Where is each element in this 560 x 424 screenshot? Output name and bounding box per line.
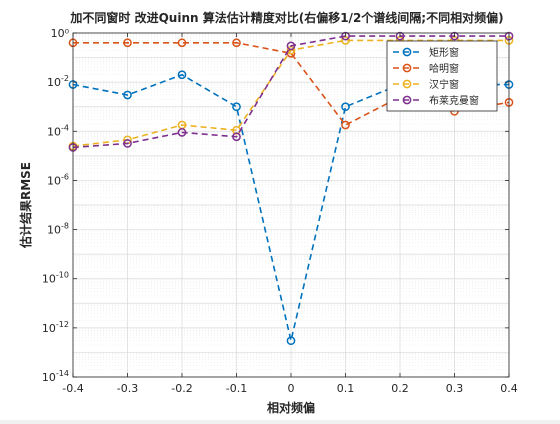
x-axis-label: 相对频偏 — [267, 400, 315, 415]
chart-title: 加不同窗时 改进Quinn 算法估计精度对比(右偏移1/2个谱线间隔;不同相对频… — [69, 10, 503, 25]
data-point — [450, 31, 459, 41]
y-tick-label: 10⁰ — [51, 27, 70, 40]
legend-entry-label: 哈明窗 — [429, 62, 459, 75]
data-point — [123, 38, 132, 48]
data-point — [286, 336, 296, 346]
data-point — [123, 90, 132, 100]
legend-swatch-marker — [402, 95, 412, 105]
data-point — [341, 102, 350, 112]
data-point — [177, 38, 187, 48]
y-axis-label: 估计结果RMSE — [18, 162, 33, 249]
legend-swatch-marker — [402, 47, 412, 57]
x-tick-labels: -0.4 -0.3 -0.2 -0.1 0 0.1 0.2 0.3 0.4 — [62, 382, 517, 395]
x-tick-label: 0.1 — [337, 382, 355, 395]
y-tick-label: 10-4 — [47, 123, 69, 138]
data-point — [341, 120, 350, 130]
x-tick-label: -0.3 — [117, 382, 138, 395]
x-tick-label: -0.4 — [62, 382, 83, 395]
series-line — [72, 35, 509, 149]
x-tick-label: 0.4 — [500, 382, 518, 395]
data-point — [177, 70, 187, 80]
x-tick-label: 0 — [288, 382, 295, 395]
legend-entry-label: 布莱克曼窗 — [429, 94, 479, 107]
legend-entry-label: 汉宁窗 — [429, 78, 459, 91]
legend-entry-label: 矩形窗 — [429, 46, 459, 59]
y-tick-labels: 10-14 10-12 10-10 10-8 10-6 10-4 10-2 10⁰ — [42, 27, 70, 384]
y-tick-label: 10-6 — [47, 172, 69, 187]
x-tick-label: 0.3 — [446, 382, 464, 395]
legend-swatch-marker — [402, 63, 412, 73]
x-tick-label: -0.1 — [226, 382, 247, 395]
y-tick-label: 10-14 — [42, 369, 69, 384]
x-tick-label: 0.2 — [391, 382, 409, 395]
axis-ticks — [72, 32, 510, 378]
data-point — [232, 102, 241, 112]
y-tick-label: 10-12 — [42, 320, 69, 335]
data-point — [232, 38, 241, 48]
data-point — [123, 139, 132, 148]
data-point — [341, 31, 350, 41]
data-point — [232, 132, 241, 142]
x-tick-label: -0.2 — [171, 382, 192, 395]
data-point — [177, 128, 187, 137]
y-tick-label: 10-8 — [47, 222, 69, 237]
series-line — [73, 41, 510, 127]
data-point — [395, 31, 405, 41]
series-4 — [68, 31, 514, 152]
y-tick-label: 10-10 — [42, 271, 69, 286]
y-tick-label: 10-2 — [47, 74, 69, 89]
legend-swatch-marker — [402, 79, 412, 89]
data-point — [286, 41, 296, 51]
